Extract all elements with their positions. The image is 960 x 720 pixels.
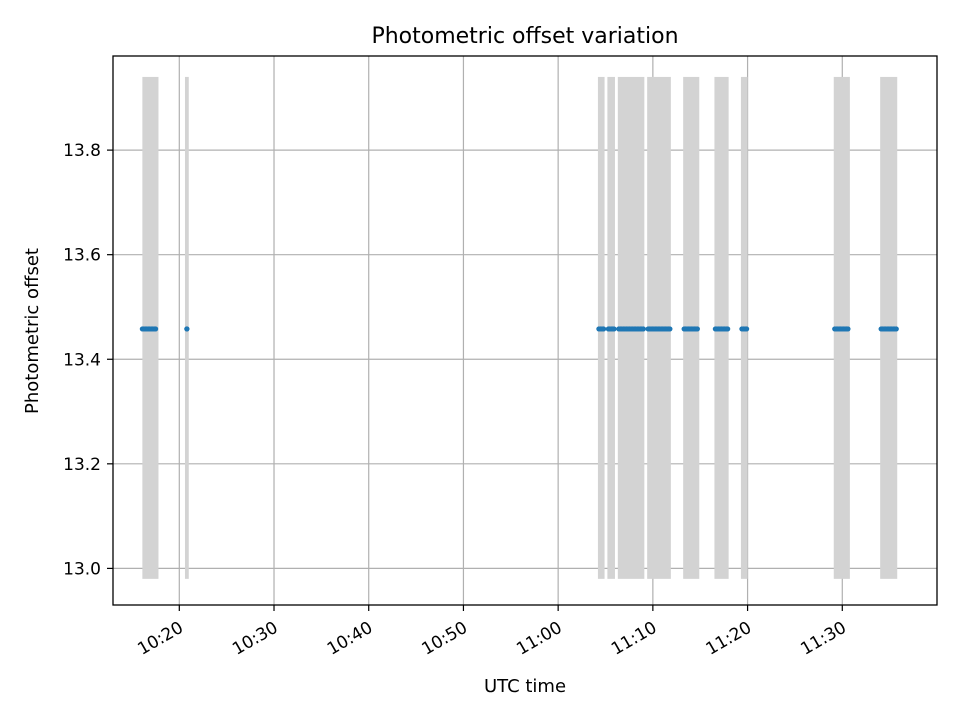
shaded-intervals	[142, 76, 898, 579]
data-point	[640, 326, 646, 332]
data-point	[667, 326, 673, 332]
data-point	[744, 326, 750, 332]
plot-frame	[112, 55, 938, 606]
data-points	[139, 326, 899, 332]
x-tick-label: 10:50	[419, 618, 471, 660]
x-axis-label: UTC time	[484, 676, 566, 697]
grid	[113, 56, 937, 605]
data-point	[845, 326, 851, 332]
x-tick-label: 10:30	[229, 618, 281, 660]
x-tick-label: 11:20	[703, 618, 755, 660]
data-point	[153, 326, 159, 332]
axis-ticks: 10:20 10:30 10:40 10:50 11:00 11:10 11:20 11:30…	[63, 141, 850, 660]
x-tick-label: 11:10	[608, 618, 660, 660]
data-point	[725, 326, 731, 332]
x-tick-label: 10:40	[324, 618, 376, 660]
data-point	[184, 326, 190, 332]
y-tick-label: 13.4	[63, 350, 101, 370]
x-tick-label: 11:30	[797, 618, 849, 660]
x-tick-label: 11:00	[513, 618, 565, 660]
data-point	[694, 326, 700, 332]
data-point	[611, 326, 617, 332]
y-tick-label: 13.2	[63, 455, 101, 475]
y-tick-label: 13.6	[63, 246, 101, 266]
chart-title: Photometric offset variation	[371, 24, 678, 49]
x-tick-label: 10:20	[134, 618, 186, 660]
y-axis-label: Photometric offset	[22, 248, 43, 414]
y-tick-label: 13.8	[63, 141, 101, 161]
data-point	[893, 326, 899, 332]
y-tick-label: 13.0	[63, 559, 101, 579]
data-point	[601, 326, 607, 332]
